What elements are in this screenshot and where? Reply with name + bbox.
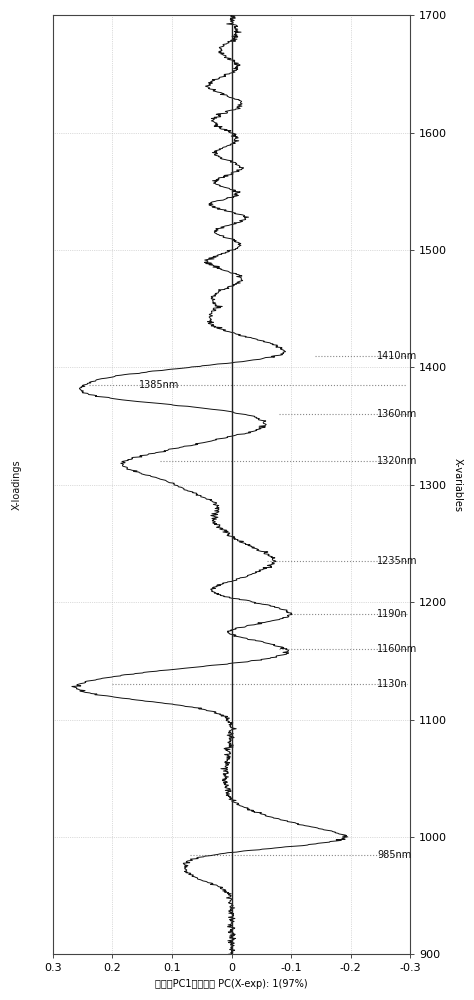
Text: 1190n: 1190n [377, 609, 408, 619]
Text: X-loadings: X-loadings [12, 459, 22, 510]
Text: 985nm: 985nm [377, 850, 412, 860]
X-axis label: 调诃的PC1分析结果 PC(X-exp): 1(97%): 调诃的PC1分析结果 PC(X-exp): 1(97%) [155, 979, 308, 989]
Text: 1130n: 1130n [377, 679, 408, 689]
Text: 1360nm: 1360nm [377, 409, 418, 419]
Text: 1385nm: 1385nm [139, 380, 180, 390]
Text: 1410nm: 1410nm [377, 351, 418, 361]
Text: 1160nm: 1160nm [377, 644, 418, 654]
Text: 1235nm: 1235nm [377, 556, 418, 566]
Y-axis label: X-variables: X-variables [453, 458, 463, 512]
Text: 1320nm: 1320nm [377, 456, 418, 466]
